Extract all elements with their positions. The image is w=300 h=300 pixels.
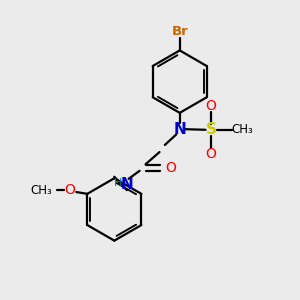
Text: O: O (206, 99, 216, 113)
Text: N: N (173, 122, 186, 137)
Text: Br: Br (171, 25, 188, 38)
Text: O: O (64, 183, 75, 197)
Text: S: S (206, 122, 216, 137)
Text: O: O (206, 147, 216, 160)
Text: H: H (113, 178, 122, 188)
Text: O: O (165, 161, 176, 175)
Text: CH₃: CH₃ (232, 123, 254, 136)
Text: N: N (120, 177, 133, 192)
Text: CH₃: CH₃ (30, 184, 52, 197)
